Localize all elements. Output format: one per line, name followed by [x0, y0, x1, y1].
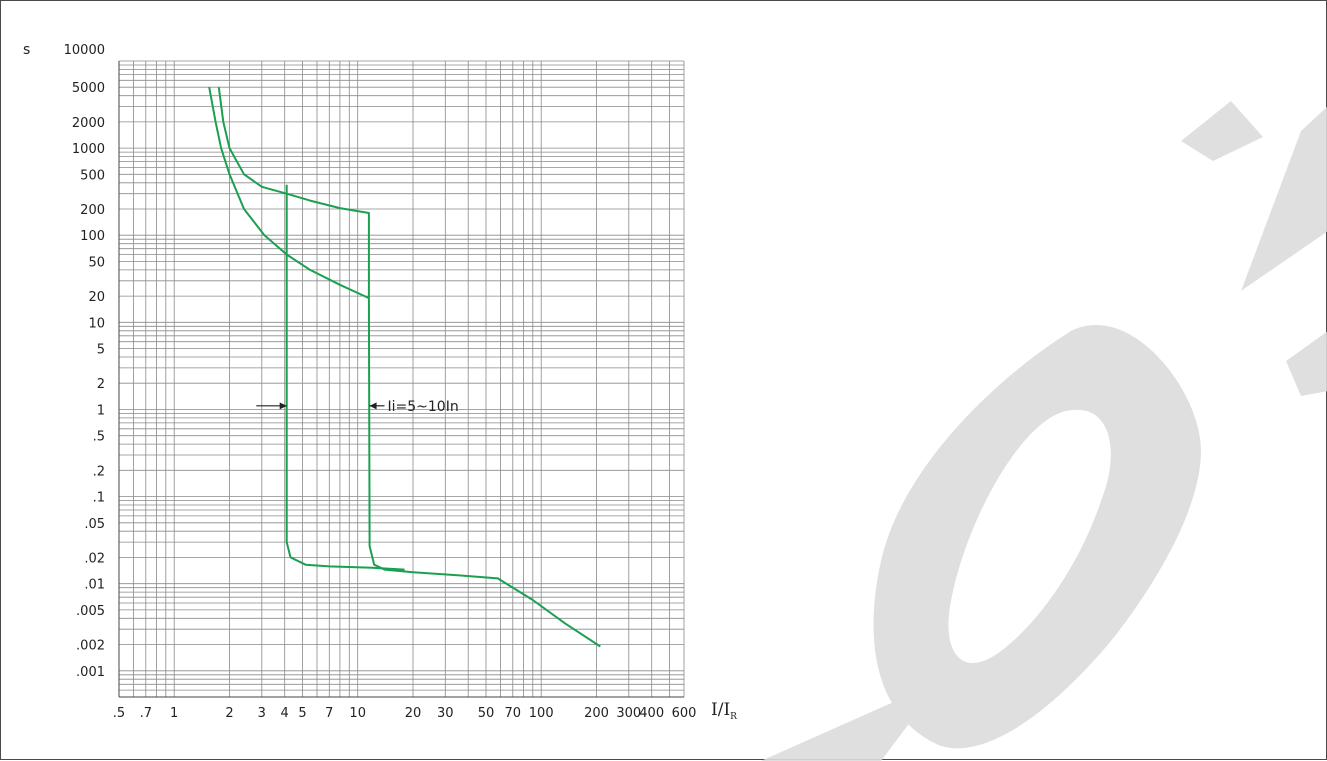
x-axis-label-main: I/I [711, 700, 730, 720]
y-tick-label: 2000 [72, 116, 105, 131]
x-tick-label: 2 [225, 706, 233, 721]
x-tick-label: .5 [113, 706, 125, 721]
x-tick-label: 400 [639, 706, 664, 721]
curve-layer [208, 87, 601, 648]
y-tick-label: 500 [80, 168, 105, 183]
y-tick-label: .02 [84, 551, 105, 566]
x-tick-label: 1 [170, 706, 178, 721]
y-tick-label: .2 [93, 464, 105, 479]
x-tick-label: 100 [529, 706, 554, 721]
y-tick-label: 200 [80, 203, 105, 218]
y-tick-label: .001 [76, 665, 105, 680]
y-tick-label: 100 [80, 229, 105, 244]
annotation-arrowhead [279, 402, 287, 410]
x-tick-label: 200 [584, 706, 609, 721]
x-tick-label: 300 [616, 706, 641, 721]
y-tick-labels: 10000 5000 2000 1000 500 200 100 50 20 10 5 2 1 .5 .2.… [64, 43, 105, 680]
y-tick-label: 10 [88, 316, 105, 331]
x-tick-label: 7 [325, 706, 333, 721]
y-tick-label: .1 [93, 491, 105, 506]
y-tick-label: 2 [97, 377, 105, 392]
annotation-layer: Ii=5~10In [256, 399, 459, 415]
annotation-label: Ii=5~10In [388, 399, 459, 415]
x-tick-label: .7 [140, 706, 152, 721]
x-tick-label: 5 [298, 706, 306, 721]
y-tick-label: 1000 [72, 142, 105, 157]
x-tick-label: 3 [258, 706, 266, 721]
x-tick-label: 20 [405, 706, 422, 721]
x-axis-label-subscript: R [730, 712, 737, 722]
x-tick-label: 50 [478, 706, 495, 721]
x-tick-label: 600 [672, 706, 697, 721]
x-tick-label: 10 [349, 706, 366, 721]
y-tick-label: .002 [76, 639, 105, 654]
chart-axes [118, 61, 684, 698]
y-tick-label: 5 [97, 343, 105, 358]
watermark-logo [761, 101, 1327, 761]
y-tick-label: 50 [88, 255, 105, 270]
x-axis-label: I/IR [711, 700, 737, 722]
trip-curve-2 [208, 87, 370, 300]
y-tick-label: .05 [84, 517, 105, 532]
y-tick-label: .01 [84, 578, 105, 593]
chart-grid [118, 60, 685, 698]
x-tick-label: 70 [505, 706, 522, 721]
trip-curve-1 [217, 87, 601, 648]
x-tick-label: 4 [281, 706, 289, 721]
y-tick-label: .005 [76, 604, 105, 619]
y-tick-label: 5000 [72, 81, 105, 96]
y-axis-label: s [23, 42, 30, 58]
y-tick-label: 1 [97, 403, 105, 418]
y-tick-label: .5 [93, 430, 105, 445]
y-tick-label: 10000 [64, 43, 105, 58]
y-tick-label: 20 [88, 290, 105, 305]
trip-curve-3 [285, 184, 405, 571]
annotation-arrowhead [369, 402, 377, 410]
x-tick-label: 30 [437, 706, 454, 721]
